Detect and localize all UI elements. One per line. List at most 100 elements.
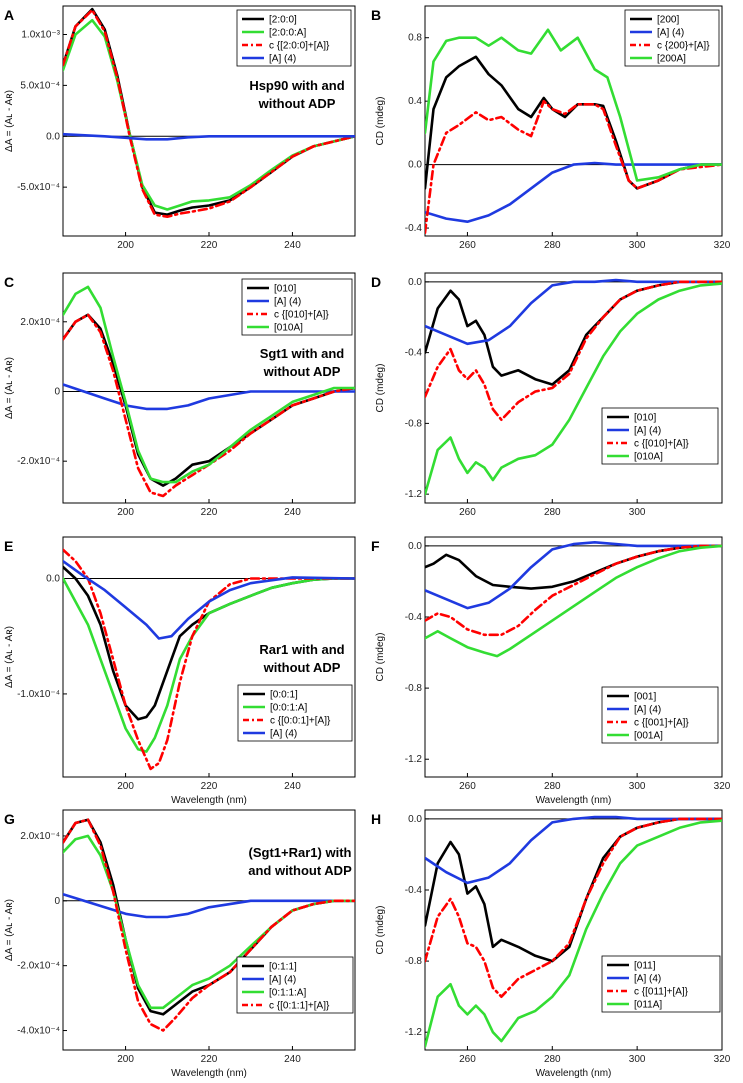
y-tick-label: 0.0 — [46, 131, 60, 142]
y-tick-label: -0.4 — [405, 612, 423, 623]
x-tick-label: 220 — [201, 507, 218, 518]
y-tick-label: -2.0x10⁻⁴ — [17, 456, 60, 467]
x-tick-label: 200 — [117, 781, 134, 792]
y-tick-label: 0.4 — [408, 96, 422, 107]
x-tick-label: 260 — [459, 507, 476, 518]
y-tick-label: -2.0x10⁻⁴ — [17, 961, 60, 972]
y-tick-label: 5.0x10⁻⁴ — [20, 80, 60, 91]
panel-C: 200 220 240 -2.0x10⁻⁴ 0 2.0x10⁻⁴ ΔA = (Aʟ - Aʀ… — [4, 272, 356, 518]
panel-letter: G — [4, 811, 15, 827]
panel-letter: E — [4, 538, 13, 554]
panel-annotation: without ADP — [263, 660, 341, 675]
series-line — [63, 285, 355, 484]
panel-letter: A — [4, 7, 14, 23]
series-line — [425, 817, 722, 963]
series-line — [63, 892, 355, 919]
legend-entry: [0:1:1] — [269, 962, 297, 973]
legend-entry: c {[010]+[A]} — [274, 310, 329, 321]
series-line — [425, 815, 722, 885]
panel-D: 260 280 300-1.2-0.8-0.40.0CD (mdeg)D[010][… — [371, 272, 723, 518]
series-line — [425, 819, 722, 1048]
series-line — [425, 28, 722, 182]
x-tick-label: 260 — [459, 1054, 476, 1065]
x-tick-label: 320 — [714, 240, 731, 251]
panel-annotation: Hsp90 with and — [249, 78, 344, 93]
panel-F: 260 280 300 320 -1.2 -0.8 -0.4 0.0 Wavelength (n… — [371, 536, 731, 806]
y-tick-label: -1.2 — [405, 489, 423, 500]
x-tick-label: 280 — [544, 1054, 561, 1065]
x-tick-label: 280 — [544, 240, 561, 251]
series-line — [425, 55, 722, 190]
panel-H: 260 280 300 320 -1.2 -0.8 -0.4 0.0 Wavelength (n… — [371, 809, 731, 1079]
series-line — [63, 8, 355, 218]
x-tick-label: 300 — [629, 507, 646, 518]
legend: [2:0:0] [2:0:0:A] c {[2:0:0]+[A]} [A] (4) — [236, 9, 352, 67]
legend-entry: [0:0:1] — [270, 690, 298, 701]
legend-entry: [011] — [634, 961, 656, 972]
panel-B: 260 280 300 320 -0.4 0.0 0.4 0.8 CD (mdeg) B [200]… — [371, 5, 731, 251]
x-tick-label: 260 — [459, 240, 476, 251]
x-axis-label: Wavelength (nm) — [171, 795, 247, 806]
y-tick-label: -1.2 — [405, 1027, 423, 1038]
panel-letter: C — [4, 274, 14, 290]
legend-entry: c {[011]+[A]} — [634, 987, 689, 998]
y-tick-label: 0 — [54, 896, 60, 907]
legend-entry: [A] (4) — [634, 426, 661, 437]
panel-annotation: Sgt1 with and — [260, 346, 345, 361]
legend: [001] [A] (4) c {[001]+[A]} [001A] — [601, 686, 719, 744]
y-tick-label: 0.0 — [408, 160, 422, 171]
legend-entry: [A] (4) — [269, 54, 296, 65]
series-line — [425, 278, 722, 346]
panel-annotation: without ADP — [263, 364, 341, 379]
x-tick-label: 260 — [459, 781, 476, 792]
series-line — [63, 548, 355, 771]
panel-annotation: and without ADP — [248, 863, 352, 878]
x-tick-label: 220 — [201, 240, 218, 251]
y-tick-label: 2.0x10⁻⁴ — [20, 317, 60, 328]
x-tick-label: 300 — [629, 1054, 646, 1065]
y-axis-label: CD (mdeg) — [375, 633, 386, 682]
series-line — [425, 282, 722, 496]
y-tick-label: -5.0x10⁻⁴ — [17, 182, 60, 193]
legend-entry: c {[001]+[A]} — [634, 718, 689, 729]
x-tick-label: 200 — [117, 507, 134, 518]
y-tick-label: -0.4 — [405, 348, 423, 359]
panel-letter: B — [371, 7, 381, 23]
y-tick-label: 0.0 — [408, 541, 422, 552]
x-tick-label: 240 — [284, 781, 301, 792]
legend: [0:0:1] [0:0:1:A] c {[0:0:1]+[A]} [A] (4) — [237, 684, 353, 742]
legend-entry: [010] — [274, 284, 296, 295]
panel-annotation: (Sgt1+Rar1) with — [249, 845, 352, 860]
x-tick-label: 240 — [284, 240, 301, 251]
x-axis-label: Wavelength (nm) — [536, 795, 612, 806]
panel-letter: H — [371, 811, 381, 827]
series-line — [425, 161, 722, 223]
y-tick-label: -4.0x10⁻⁴ — [17, 1026, 60, 1037]
legend-entry: [0:1:1:A] — [269, 988, 306, 999]
panel-annotation: Rar1 with and — [259, 642, 344, 657]
plot-frame — [424, 536, 723, 778]
plot-frame — [424, 5, 723, 237]
x-tick-label: 280 — [544, 781, 561, 792]
x-tick-label: 280 — [544, 507, 561, 518]
series-line — [63, 577, 355, 753]
series-line — [63, 834, 355, 1010]
x-tick-label: 220 — [201, 781, 218, 792]
legend-entry: c {[2:0:0]+[A]} — [269, 41, 330, 52]
legend-entry: [A] (4) — [634, 705, 661, 716]
legend-entry: [200A] — [657, 54, 686, 65]
series-line — [425, 280, 722, 386]
legend-entry: [001A] — [634, 731, 663, 742]
legend-entry: [2:0:0] — [269, 15, 297, 26]
legend-entry: [001] — [634, 692, 656, 703]
series-line — [63, 383, 355, 411]
y-tick-label: -0.8 — [405, 956, 423, 967]
x-tick-label: 240 — [284, 507, 301, 518]
y-axis-label: ΔA = (Aʟ - Aʀ) — [4, 357, 15, 419]
legend: [010] [A] (4) c {[010]+[A]} [010A] — [241, 278, 353, 336]
y-axis-label: CD (mdeg) — [375, 97, 386, 146]
panel-E: 200 220 240 -1.0x10⁻⁴ 0.0 Wavelength (nm) ΔA =… — [4, 536, 356, 806]
series-line — [425, 99, 722, 235]
series-line — [63, 559, 355, 640]
